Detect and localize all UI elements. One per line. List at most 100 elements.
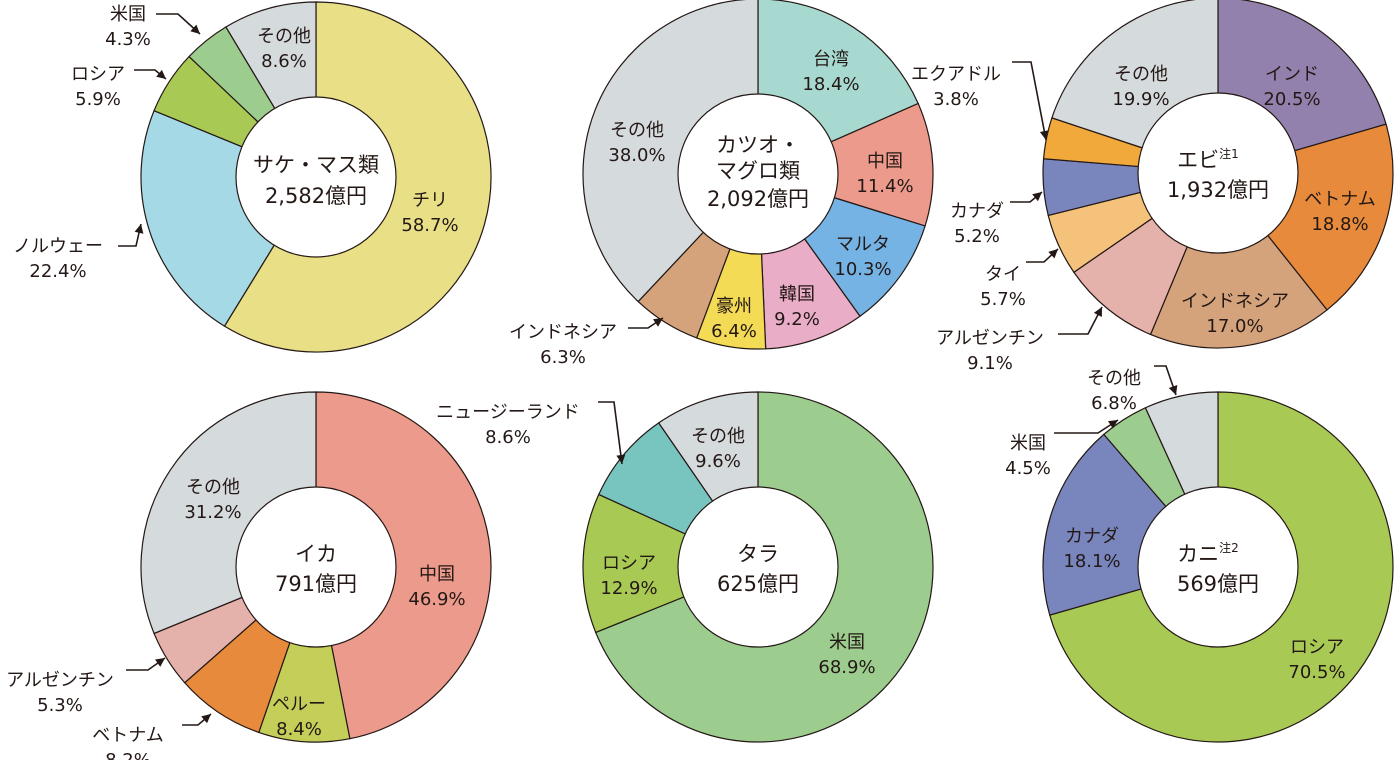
- pie-slice: [1149, 171, 1328, 349]
- donut-hole: [235, 486, 397, 648]
- slice-name-label: 米国: [110, 4, 146, 25]
- leader-line: [598, 401, 623, 465]
- chart-total: 791億円: [275, 572, 357, 596]
- slice-value-label: 22.4%: [29, 261, 86, 282]
- slice-value-label: 38.0%: [608, 145, 665, 166]
- leader-arrowhead: [134, 224, 144, 234]
- chart-total: 1,932億円: [1167, 178, 1269, 202]
- slice-value-label: 10.3%: [834, 259, 891, 280]
- chart-title: イカ: [295, 542, 337, 566]
- slice-name-label: その他: [257, 26, 311, 47]
- slice-value-label: 6.8%: [1091, 393, 1137, 414]
- chart-title: カツオ・: [716, 133, 800, 157]
- chart-title: タラ: [737, 542, 779, 566]
- slice-name-label: アルゼンチン: [936, 328, 1044, 349]
- slice-value-label: 3.8%: [933, 89, 979, 110]
- leader-arrowhead: [156, 69, 166, 79]
- slice-value-label: 20.5%: [1263, 89, 1320, 110]
- chart-total: 2,582億円: [265, 184, 367, 208]
- slice-name-label: ベトナム: [1304, 189, 1375, 210]
- leader-line: [1154, 365, 1177, 396]
- slice-name-label: カナダ: [950, 201, 1004, 222]
- slice-name-label: チリ: [412, 190, 448, 211]
- slice-value-label: 6.3%: [540, 347, 586, 368]
- slice-name-label: 豪州: [716, 296, 752, 317]
- slice-name-label: その他: [691, 426, 745, 447]
- slice-name-label: 中国: [867, 151, 903, 172]
- slice-value-label: 70.5%: [1288, 662, 1345, 683]
- slice-value-label: 11.4%: [856, 176, 913, 197]
- donut-hole: [677, 93, 839, 255]
- donut-hole: [235, 96, 397, 258]
- donut-hole: [1137, 486, 1299, 648]
- donut-chart: カツオ・マグロ類 2,092億円 台湾 18.4% 中国 11.4% マルタ 10.3% 韓国 9…: [509, 0, 934, 368]
- slice-value-label: 18.8%: [1311, 214, 1368, 235]
- leader-arrowhead: [1093, 307, 1102, 318]
- leader-line: [118, 223, 142, 247]
- donut-chart: エビ注11,932億円インド20.5%ベトナム18.8%インドネシア17.0%ア…: [911, 0, 1394, 374]
- slice-name-label: タイ: [985, 264, 1021, 285]
- slice-name-label: ベトナム: [92, 725, 163, 746]
- leader-line: [1058, 306, 1103, 335]
- slice-name-label: ロシア: [71, 64, 125, 85]
- chart-total: 625億円: [717, 572, 799, 596]
- chart-title: マグロ類: [716, 159, 800, 183]
- slice-value-label: 5.2%: [954, 226, 1000, 247]
- slice-name-label: マルタ: [836, 234, 890, 255]
- slice-value-label: 4.3%: [105, 29, 151, 50]
- slice-value-label: 58.7%: [401, 215, 458, 236]
- donut-chart: イカ 791億円 中国 46.9% ペルー 8.4% ベトナム 8.2% アルゼンチン 5.3% そ…: [6, 391, 492, 760]
- slice-name-label: ノルウェー: [13, 236, 103, 257]
- slice-value-label: 18.1%: [1063, 551, 1120, 572]
- slice-value-label: 5.7%: [980, 289, 1026, 310]
- leader-arrowhead: [1168, 385, 1178, 395]
- pie-slice: [582, 0, 759, 303]
- slice-value-label: 19.9%: [1112, 89, 1169, 110]
- slice-value-label: 9.6%: [695, 451, 741, 472]
- slice-value-label: 9.1%: [967, 353, 1013, 374]
- footnote-marker: 注2: [1219, 540, 1239, 555]
- slice-value-label: 31.2%: [184, 502, 241, 523]
- pie-slice: [315, 391, 492, 740]
- slice-value-label: 5.9%: [75, 89, 121, 110]
- pie-slice: [582, 493, 760, 634]
- slice-name-label: アルゼンチン: [6, 670, 114, 691]
- slice-name-label: 中国: [419, 564, 455, 585]
- slice-value-label: 12.9%: [600, 578, 657, 599]
- slice-name-label: その他: [1087, 368, 1141, 389]
- slice-name-label: ロシア: [602, 553, 656, 574]
- slice-value-label: 9.2%: [774, 309, 820, 330]
- leader-arrowhead: [201, 714, 211, 724]
- leader-arrowhead: [1039, 130, 1049, 140]
- leader-arrowhead: [653, 318, 663, 327]
- donut-chart: サケ・マス類 2,582億円 チリ 58.7% ノルウェー 22.4% ロシア 5.9% 米国 4…: [13, 1, 492, 353]
- leader-arrowhead: [1108, 420, 1118, 429]
- chart-total: 2,092億円: [707, 187, 809, 211]
- slice-value-label: 8.2%: [105, 750, 151, 760]
- pie-slice: [258, 564, 351, 743]
- chart-title: サケ・マス類: [253, 153, 379, 177]
- slice-value-label: 17.0%: [1206, 316, 1263, 337]
- slice-value-label: 68.9%: [818, 657, 875, 678]
- slice-value-label: 4.5%: [1005, 458, 1051, 479]
- slice-name-label: その他: [1114, 64, 1168, 85]
- slice-name-label: インドネシア: [1181, 291, 1289, 312]
- leader-arrowhead: [1032, 192, 1042, 202]
- slice-value-label: 5.3%: [37, 695, 83, 716]
- donut-hole: [677, 486, 839, 648]
- slice-name-label: その他: [610, 120, 664, 141]
- slice-name-label: インド: [1265, 64, 1319, 85]
- slice-name-label: 米国: [829, 632, 865, 653]
- slice-value-label: 18.4%: [802, 74, 859, 95]
- leader-arrowhead: [155, 658, 165, 667]
- slice-value-label: 8.4%: [276, 719, 322, 740]
- slice-name-label: 台湾: [813, 49, 849, 70]
- slice-name-label: その他: [186, 477, 240, 498]
- slice-name-label: ロシア: [1290, 637, 1344, 658]
- leader-arrowhead: [616, 454, 626, 464]
- footnote-marker: 注1: [1219, 146, 1239, 161]
- slice-name-label: エクアドル: [911, 64, 1001, 85]
- slice-name-label: 韓国: [779, 284, 815, 305]
